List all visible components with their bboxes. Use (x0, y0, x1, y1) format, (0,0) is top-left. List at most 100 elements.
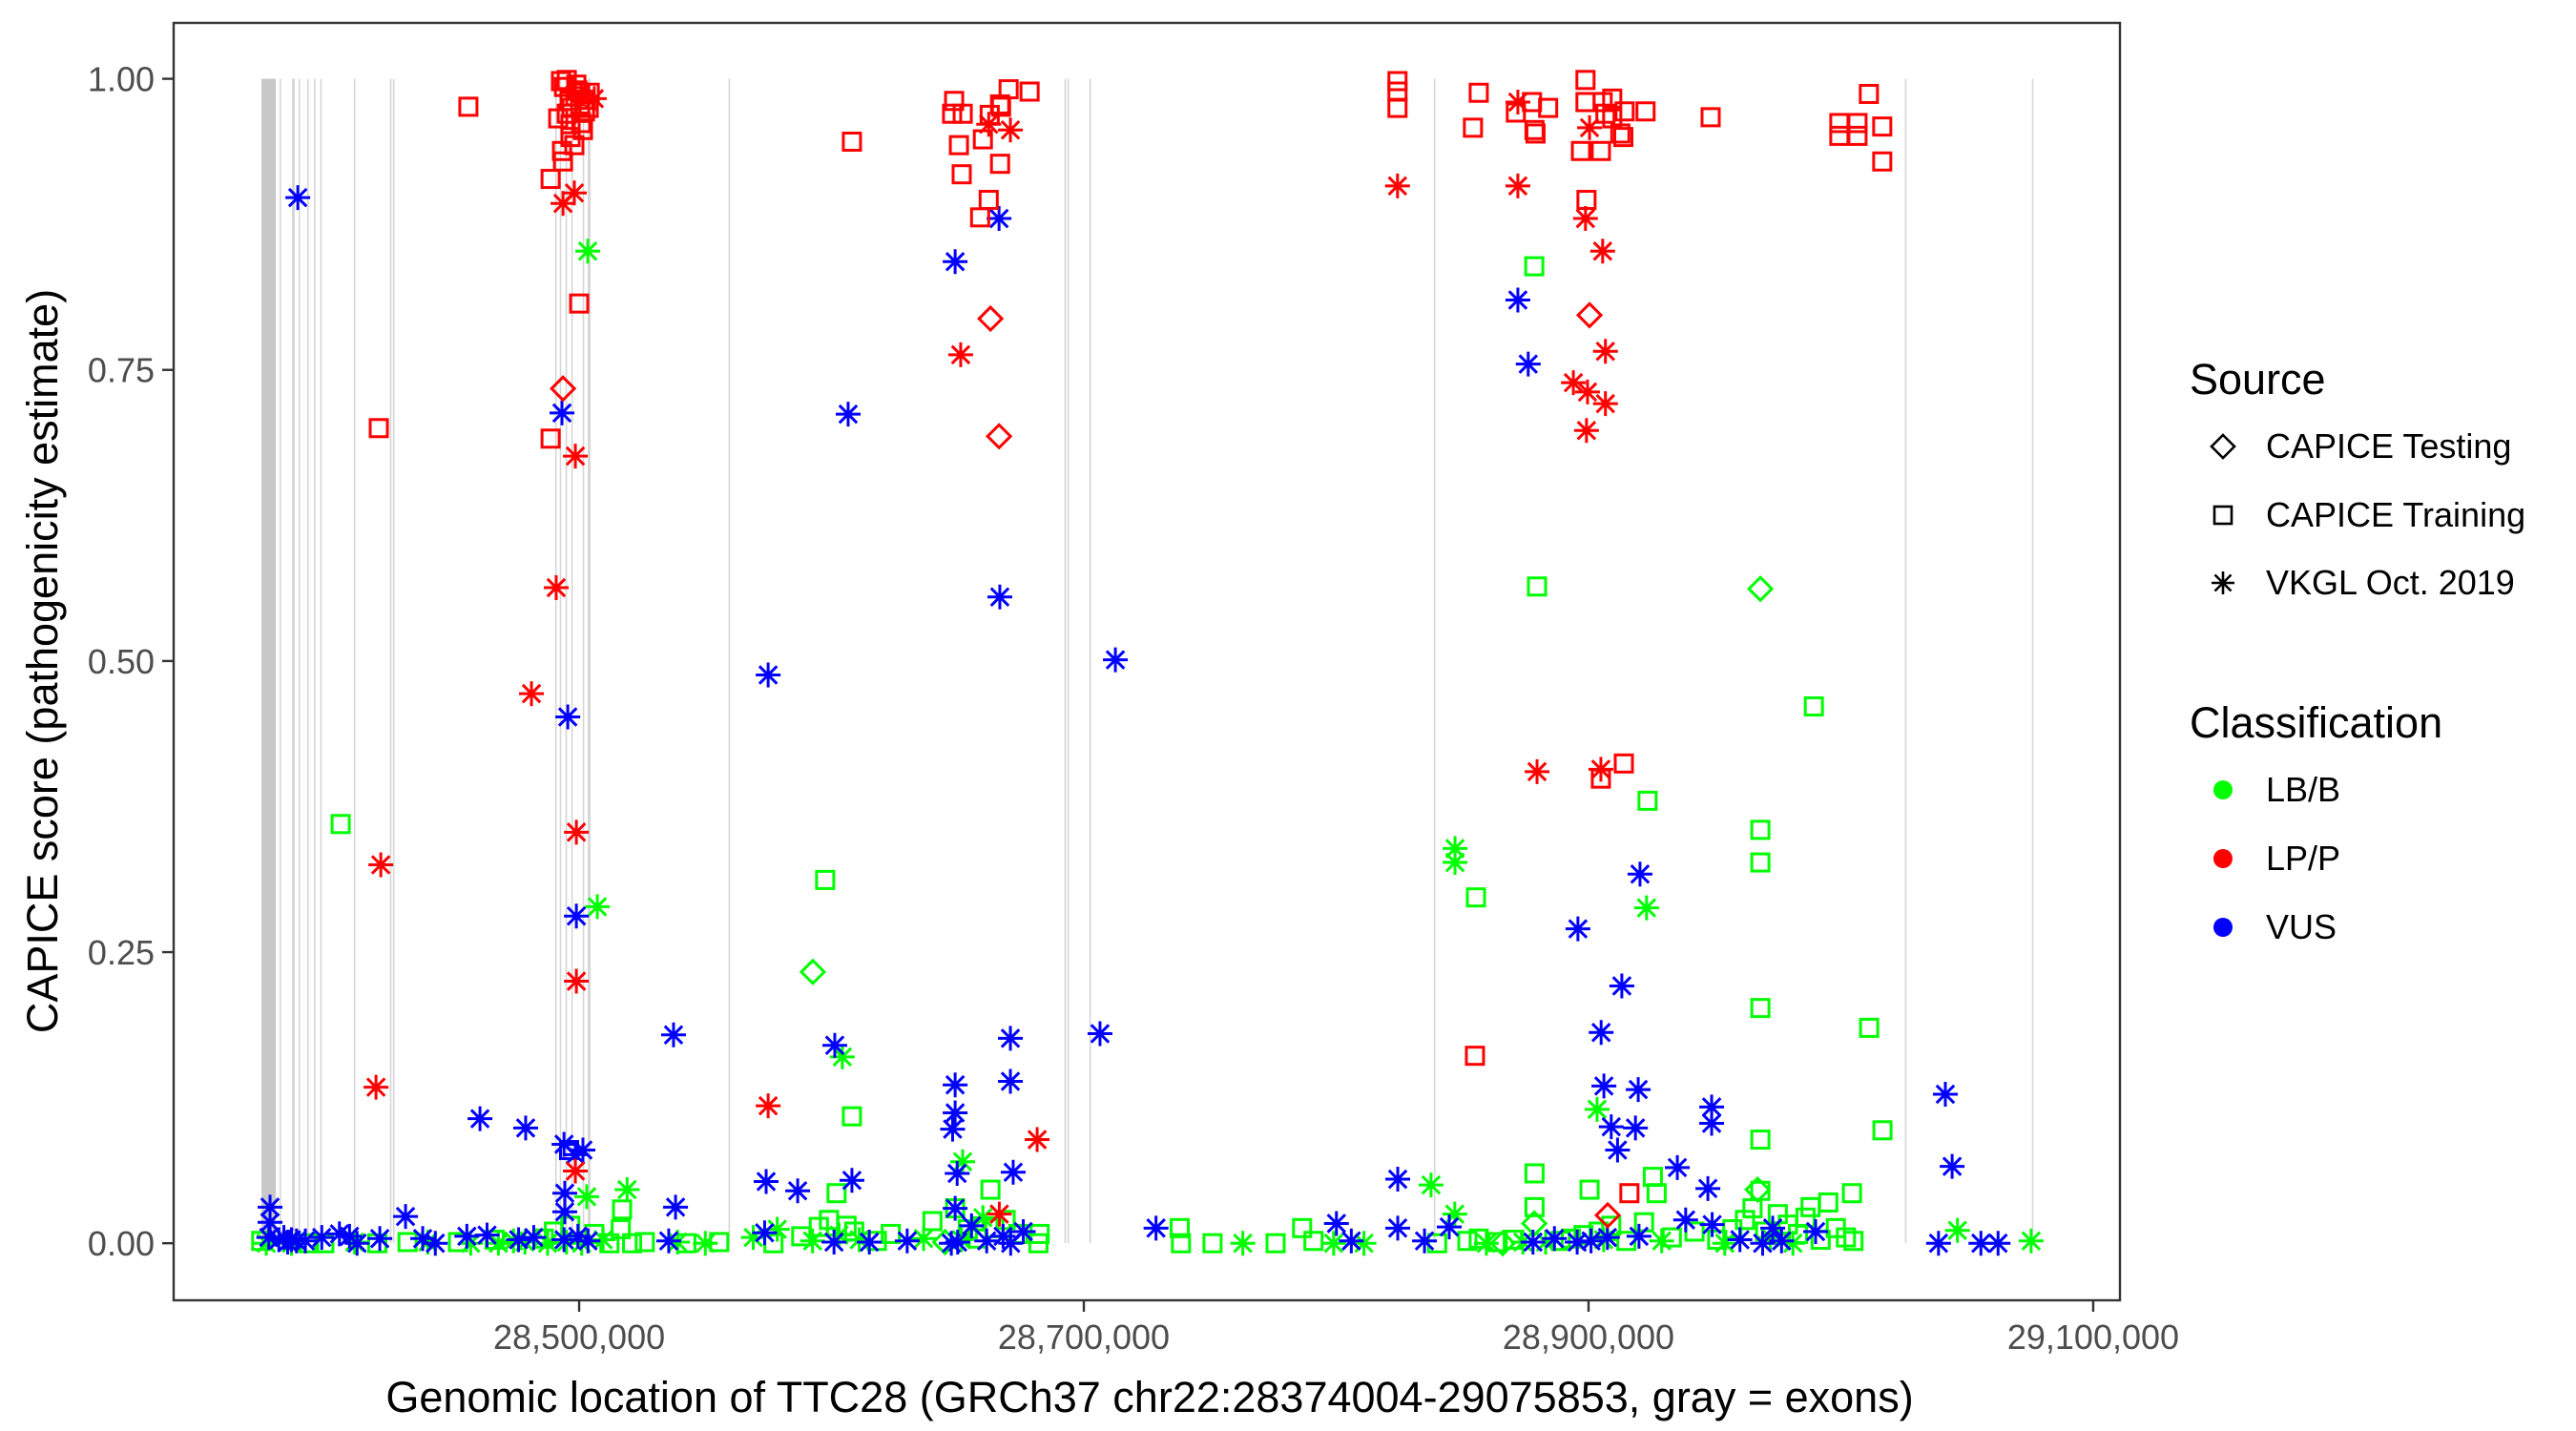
point-capice-training-lb-b (1750, 819, 1771, 840)
point-capice-training-lp-p (560, 114, 581, 135)
point-vkgl-oct-2019-lp-p (987, 1201, 1012, 1227)
point-vkgl-oct-2019-vus (894, 1228, 920, 1254)
point-capice-training-lp-p (540, 428, 561, 449)
exon-band (1089, 78, 1091, 1244)
point-vkgl-oct-2019-vus (293, 1228, 319, 1254)
point-vkgl-oct-2019-vus (940, 1116, 966, 1142)
point-vkgl-oct-2019-vus (1385, 1167, 1411, 1192)
exon-band (261, 78, 277, 1244)
point-vkgl-oct-2019-vus (1412, 1228, 1438, 1254)
point-vkgl-oct-2019-lb-b (1443, 850, 1468, 876)
point-vkgl-oct-2019-vus (1727, 1227, 1753, 1253)
point-capice-training-lp-p (841, 132, 862, 153)
point-capice-training-lb-b (1292, 1217, 1313, 1238)
legend-label: VKGL Oct. 2019 (2266, 563, 2515, 602)
point-capice-training-lb-b (622, 1233, 643, 1254)
point-capice-training-lb-b (1843, 1231, 1864, 1252)
exon-band (582, 78, 585, 1244)
point-vkgl-oct-2019-vus (943, 249, 968, 275)
point-capice-training-lb-b (922, 1211, 943, 1232)
point-vkgl-oct-2019-vus (821, 1229, 847, 1255)
point-vkgl-oct-2019-vus (309, 1225, 335, 1251)
point-vkgl-oct-2019-vus (987, 584, 1012, 610)
point-vkgl-oct-2019-vus (258, 1194, 283, 1220)
point-vkgl-oct-2019-vus (998, 1068, 1024, 1094)
point-vkgl-oct-2019-vus (285, 185, 311, 211)
point-capice-training-lp-p (1872, 116, 1893, 137)
point-vkgl-oct-2019-vus (1323, 1211, 1349, 1236)
point-vkgl-oct-2019-vus (1750, 1231, 1776, 1256)
point-vkgl-oct-2019-vus (1605, 1137, 1631, 1163)
point-vkgl-oct-2019-vus (1515, 351, 1541, 377)
point-vkgl-oct-2019-lb-b (1633, 895, 1659, 921)
point-vkgl-oct-2019-lp-p (1574, 379, 1600, 404)
point-vkgl-oct-2019-vus (256, 1225, 281, 1251)
point-capice-training-lp-p (1595, 103, 1616, 124)
point-vkgl-oct-2019-lb-b (591, 1227, 616, 1253)
point-capice-training-lp-p (1635, 101, 1656, 122)
exon-band (1064, 78, 1067, 1244)
point-capice-training-lb-b (1646, 1183, 1667, 1204)
point-capice-training-lb-b (1579, 1179, 1600, 1200)
point-capice-training-lb-b (1524, 1196, 1545, 1217)
dot-icon (2213, 849, 2233, 868)
point-capice-testing-lp-p (549, 375, 577, 403)
point-capice-training-lp-p (551, 71, 571, 92)
point-vkgl-oct-2019-vus (571, 1137, 595, 1163)
point-capice-training-lb-b (1524, 256, 1545, 277)
point-capice-training-lb-b (1527, 576, 1548, 597)
point-vkgl-oct-2019-lb-b (829, 1044, 855, 1069)
point-vkgl-oct-2019-lb-b (1442, 1201, 1467, 1227)
point-vkgl-oct-2019-vus (1565, 916, 1590, 942)
point-capice-training-vus (558, 1140, 579, 1161)
y-tick-label: 0.75 (88, 351, 155, 390)
point-vkgl-oct-2019-vus (1565, 1229, 1590, 1255)
exon-band (554, 78, 557, 1244)
point-vkgl-oct-2019-lb-b (1230, 1231, 1256, 1256)
point-vkgl-oct-2019-lp-p (1573, 418, 1599, 444)
point-vkgl-oct-2019-lb-b (1584, 1096, 1610, 1122)
point-vkgl-oct-2019-vus (1010, 1218, 1036, 1244)
legend-item-vkgl: VKGL Oct. 2019 (2212, 563, 2515, 602)
point-vkgl-oct-2019-vus (393, 1204, 419, 1230)
point-vkgl-oct-2019-vus (1598, 1114, 1624, 1140)
point-capice-training-lb-b (1170, 1217, 1191, 1238)
point-capice-training-lp-p (1538, 97, 1559, 118)
point-vkgl-oct-2019-vus (756, 662, 781, 688)
point-vkgl-oct-2019-vus (1699, 1094, 1725, 1120)
point-capice-training-lp-p (458, 96, 479, 117)
point-vkgl-oct-2019-lp-p (563, 1158, 589, 1184)
point-vkgl-oct-2019-vus (326, 1221, 352, 1247)
point-vkgl-oct-2019-vus (1803, 1218, 1829, 1244)
point-vkgl-oct-2019-vus (551, 1180, 577, 1206)
exon-band (280, 78, 281, 1244)
point-vkgl-oct-2019-lp-p (543, 574, 569, 600)
y-tick-label: 1.00 (88, 60, 155, 99)
point-capice-training-lb-b (1750, 1130, 1771, 1151)
exon-band (298, 78, 301, 1244)
point-capice-training-lp-p (1614, 101, 1635, 122)
point-vkgl-oct-2019-lb-b (1473, 1231, 1499, 1256)
exon-band (1433, 78, 1436, 1244)
point-vkgl-oct-2019-vus (1627, 861, 1652, 887)
point-vkgl-oct-2019-vus (1769, 1228, 1795, 1254)
point-vkgl-oct-2019-vus (512, 1115, 538, 1141)
point-vkgl-oct-2019-lp-p (947, 342, 973, 367)
point-vkgl-oct-2019-lp-p (1505, 173, 1530, 198)
point-capice-training-lb-b (1795, 1207, 1816, 1228)
point-vkgl-oct-2019-lb-b (950, 1149, 976, 1174)
y-tick-label: 0.25 (88, 933, 155, 972)
point-vkgl-oct-2019-lp-p (1025, 1127, 1050, 1152)
point-capice-training-lp-p (1387, 71, 1408, 92)
point-capice-training-lp-p (569, 293, 590, 314)
exon-band (1904, 78, 1907, 1244)
point-capice-training-lb-b (826, 1183, 847, 1204)
point-vkgl-oct-2019-vus (1542, 1226, 1568, 1252)
point-vkgl-oct-2019-lb-b (1351, 1231, 1377, 1256)
point-capice-training-lb-b (1742, 1198, 1763, 1219)
point-capice-training-lb-b (634, 1232, 655, 1253)
exon-band (353, 78, 356, 1244)
point-vkgl-oct-2019-lb-b (1443, 836, 1468, 861)
point-vkgl-oct-2019-vus (474, 1222, 500, 1248)
